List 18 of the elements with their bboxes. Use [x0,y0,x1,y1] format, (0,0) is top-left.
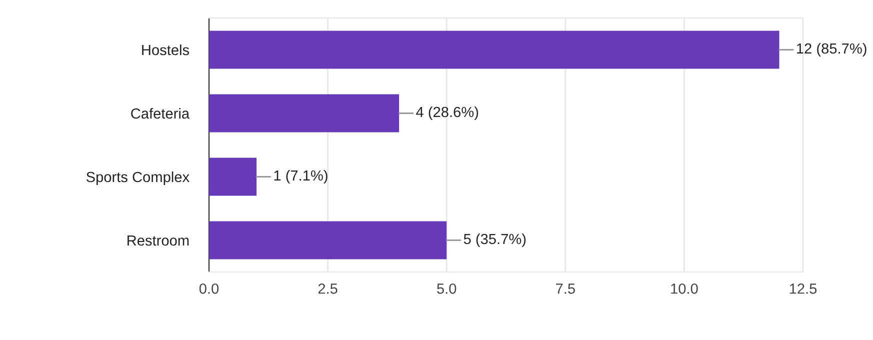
x-tick-label: 10.0 [671,283,698,294]
bar [209,30,780,69]
data-label: 1 (7.1%) [274,170,328,184]
x-tick-label: 12.5 [790,283,817,294]
x-tick-label: 0.0 [199,283,219,294]
x-tick-label: 7.5 [556,284,575,294]
x-tick-label: 5.0 [437,283,456,294]
y-tick-label: Cafeteria [131,108,190,119]
y-tick-label: Hostels [142,44,190,56]
data-label: 4 (28.6%) [416,106,478,120]
data-label: 5 (35.7%) [464,233,526,248]
bar [209,221,447,260]
x-tick-label: 2.5 [318,283,338,294]
bar [209,94,400,132]
y-tick-label: Restroom [128,236,189,246]
bar [209,158,257,196]
data-label: 12 (85.7%) [797,42,866,57]
y-tick-label: Sports Complex [86,171,190,186]
